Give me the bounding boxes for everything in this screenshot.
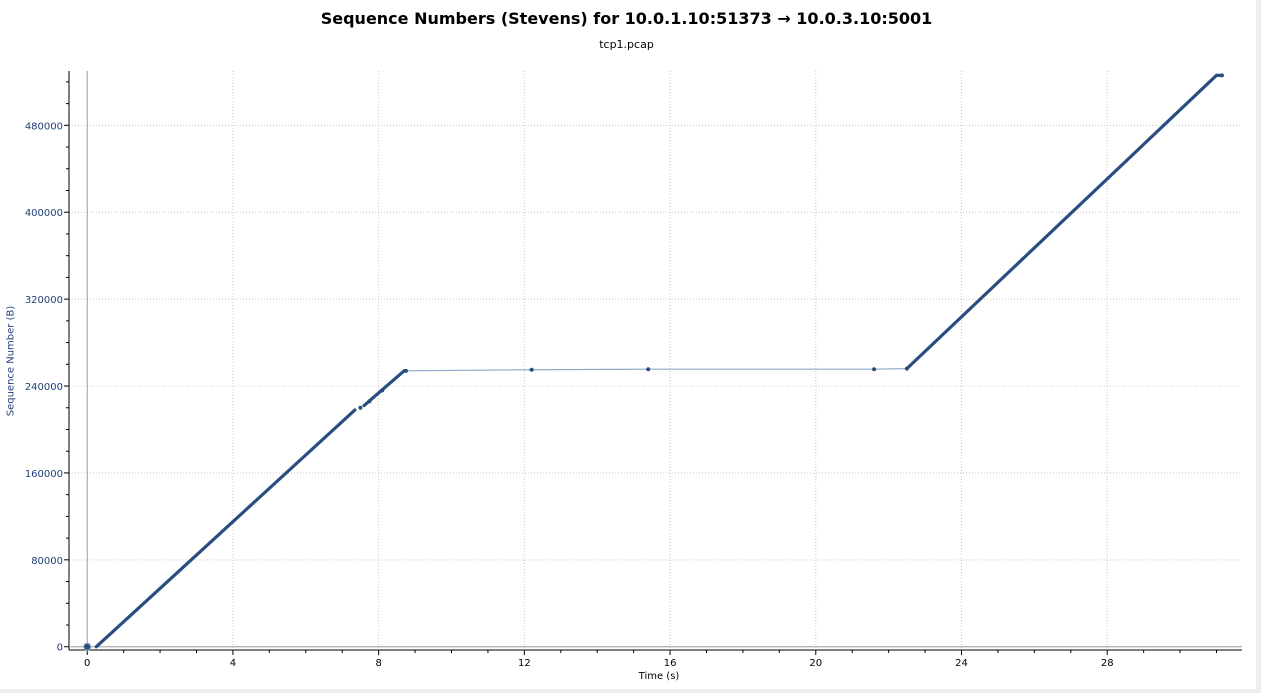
data-point <box>1219 73 1224 78</box>
data-point <box>403 368 408 373</box>
data-point <box>380 388 385 393</box>
chart-subtitle: tcp1.pcap <box>599 38 654 51</box>
series-segment <box>94 408 357 649</box>
data-point <box>358 405 363 410</box>
series-gap-line <box>405 368 907 372</box>
x-tick-label: 4 <box>230 658 236 669</box>
data-point <box>529 367 534 372</box>
y-tick-label: 320000 <box>25 295 63 306</box>
x-tick-label: 12 <box>518 658 531 669</box>
y-tick-label: 480000 <box>25 121 63 132</box>
x-tick-label: 24 <box>955 658 968 669</box>
y-tick-label: 80000 <box>31 556 63 567</box>
x-tick-label: 28 <box>1101 658 1114 669</box>
x-tick-label: 20 <box>809 658 822 669</box>
x-axis-label: Time (s) <box>638 671 680 682</box>
data-point <box>872 367 877 372</box>
x-tick-label: 0 <box>84 658 90 669</box>
data-point <box>904 366 909 371</box>
x-tick-label: 8 <box>375 658 381 669</box>
chart-title: Sequence Numbers (Stevens) for 10.0.1.10… <box>320 9 933 28</box>
y-tick-label: 160000 <box>25 469 63 480</box>
series-segment <box>905 73 1219 371</box>
data-point <box>367 399 372 404</box>
y-tick-label: 0 <box>57 643 63 654</box>
data-point <box>646 367 651 372</box>
y-tick-label: 240000 <box>25 382 63 393</box>
data-point <box>83 642 92 651</box>
y-tick-label: 400000 <box>25 208 63 219</box>
x-tick-label: 16 <box>664 658 677 669</box>
